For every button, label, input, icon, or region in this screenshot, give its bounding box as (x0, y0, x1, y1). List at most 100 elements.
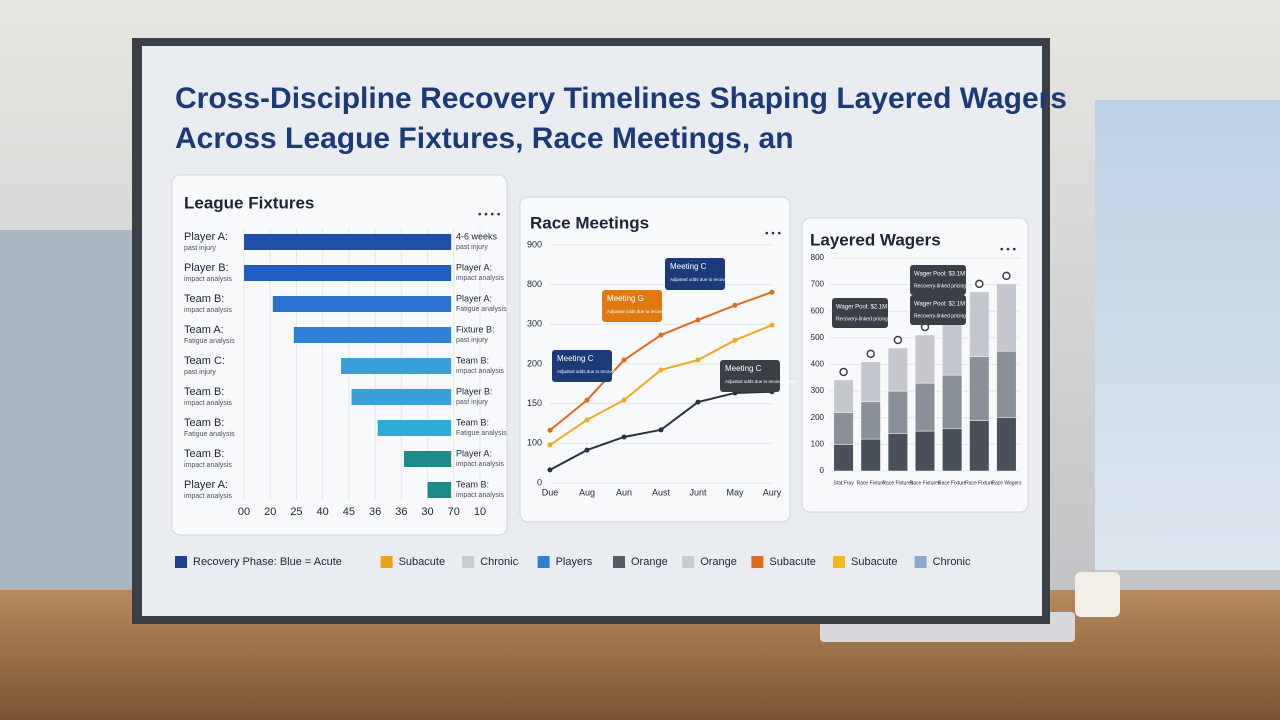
bar (377, 420, 452, 436)
x-tick-label: 30 (421, 506, 433, 518)
menu-dots: • • • (765, 229, 782, 240)
y-tick-label: 150 (527, 398, 542, 408)
category-note: impact analysis (184, 462, 232, 469)
annotation-text: Recovery-linked pricing (836, 316, 888, 322)
category-note: past injury (184, 245, 216, 252)
annotation-box (910, 295, 966, 325)
bar-segment (914, 382, 936, 432)
point (658, 367, 664, 373)
legend-swatch (380, 556, 393, 568)
end-label: Player B: (456, 386, 493, 396)
point (584, 447, 590, 453)
legend-swatch (537, 556, 550, 568)
x-tick-label: Aust (652, 487, 671, 497)
y-tick-label: 900 (527, 239, 542, 249)
bar-segment (887, 390, 908, 434)
end-label: Player A: (456, 448, 492, 458)
point (732, 337, 738, 343)
point (695, 357, 701, 363)
y-tick-label: 800 (527, 279, 542, 289)
point (621, 397, 627, 403)
category-label: Player A: (184, 231, 228, 243)
bar (272, 296, 452, 312)
legend-swatch (833, 556, 845, 568)
end-label: Player A: (456, 262, 492, 272)
end-label: Player A: (456, 293, 492, 303)
x-tick-label: Junt (689, 487, 707, 497)
end-note: Fatigue analysis (456, 430, 507, 437)
category-note: impact analysis (184, 307, 232, 314)
x-tick-label: Race Fixture (965, 480, 994, 486)
x-tick-label: 00 (238, 506, 250, 518)
category-label: Player B: (184, 262, 229, 274)
bar-segment (942, 428, 963, 472)
x-tick-label: Aury (763, 487, 782, 497)
title-line: Cross-Discipline Recovery Timelines Shap… (175, 82, 1067, 115)
annotation-box (720, 360, 780, 392)
y-tick-label: 600 (811, 306, 825, 315)
x-tick-label: Race Fixture (938, 480, 967, 486)
point (547, 442, 553, 448)
end-note: past injury (456, 399, 488, 406)
annotation-title: Meeting C (557, 354, 594, 363)
point (695, 399, 701, 405)
annotation-box (552, 350, 612, 382)
bar-segment (969, 291, 990, 357)
legend-label: Subacute (769, 556, 815, 568)
window (1095, 100, 1280, 570)
x-tick-label: Due (542, 487, 559, 497)
x-tick-label: Race Fixture (857, 480, 886, 486)
marker (1002, 271, 1011, 281)
bar-segment (942, 374, 963, 429)
end-label: Team B: (456, 355, 489, 365)
y-tick-label: 700 (811, 280, 825, 289)
menu-dots: • • • (1000, 245, 1017, 256)
category-note: impact analysis (184, 493, 232, 500)
legend-label: Chronic (933, 556, 971, 568)
point (658, 332, 664, 338)
point (769, 289, 775, 295)
bar-segment (887, 347, 908, 392)
end-note: impact analysis (456, 275, 504, 282)
annotation-title: Meeting C (725, 364, 762, 373)
x-tick-label: Race Fixtures (910, 480, 941, 486)
y-tick-label: 300 (527, 319, 542, 329)
legend-label: Orange (700, 556, 737, 568)
bar-segment (996, 417, 1017, 472)
end-label: Fixture B: (456, 324, 495, 334)
menu-dots: • • • • (478, 210, 501, 221)
y-tick-label: 0 (820, 466, 825, 475)
legend-swatch (914, 556, 927, 568)
annotation-text: Adjusted odds due to recovery delay (557, 369, 631, 374)
annotation-box (832, 298, 888, 328)
x-tick-label: Aun (616, 487, 632, 497)
bar-segment (860, 438, 881, 472)
point (621, 434, 627, 440)
point (658, 427, 664, 433)
annotation-text: Adjusted odds due to recovery delay (725, 379, 799, 384)
bar (427, 482, 452, 498)
y-tick-label: 400 (811, 360, 825, 369)
legend-label: Players (556, 556, 593, 568)
point (547, 427, 553, 433)
panel-title: League Fixtures (184, 193, 314, 212)
bar-segment (887, 433, 908, 472)
marker (866, 349, 875, 359)
y-tick-label: 300 (811, 386, 825, 395)
marker (975, 279, 984, 289)
y-tick-label: 100 (811, 439, 825, 448)
point (732, 302, 738, 308)
bar-segment (833, 379, 854, 413)
end-label: Team B: (456, 417, 489, 427)
category-label: Team B: (184, 448, 224, 460)
x-tick-label: 36 (369, 506, 381, 518)
legend-swatch (175, 556, 187, 568)
x-tick-label: 70 (448, 506, 460, 518)
annotation-title: Wager Pool: $2.1M (836, 305, 887, 311)
legend-swatch (682, 556, 695, 568)
category-label: Team A: (184, 324, 224, 336)
category-label: Team B: (184, 417, 224, 429)
bar-segment (914, 430, 936, 472)
x-tick-label: 36 (395, 506, 407, 518)
